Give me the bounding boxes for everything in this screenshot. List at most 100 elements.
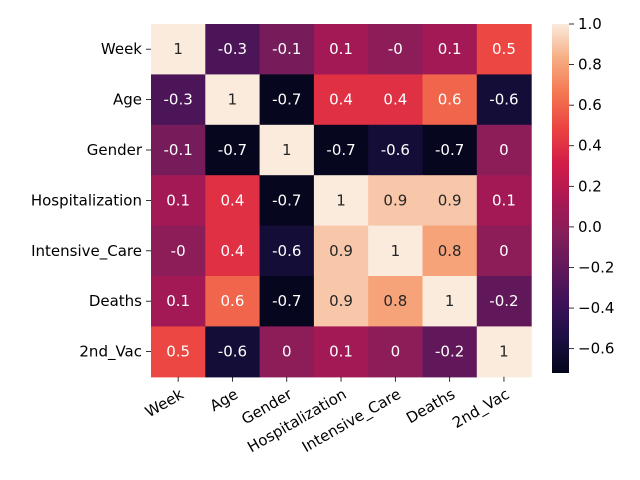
cell-value-label: -0.6 [272, 242, 301, 260]
heatmap-cell [476, 24, 532, 75]
heatmap-cell [422, 124, 478, 176]
heatmap-cell [368, 74, 424, 126]
cell-value-label: -0.7 [326, 141, 355, 159]
cell-value-label: 0.1 [438, 40, 462, 58]
cell-value-label: 0.5 [166, 343, 190, 361]
colorbar-tick-label: 0.8 [578, 56, 602, 74]
cell-value-label: -0.7 [272, 292, 301, 310]
y-tick-label: Hospitalization [31, 191, 142, 209]
cell-value-label: -0.1 [272, 40, 301, 58]
heatmap-cell [205, 225, 261, 277]
heatmap-cell [313, 124, 369, 176]
heatmap-cell [476, 225, 532, 277]
cell-value-label: -0.1 [164, 141, 193, 159]
cell-value-label: -0.7 [218, 141, 247, 159]
heatmap-cell [313, 74, 369, 126]
x-tick-label: Intensive_Care [299, 385, 405, 457]
colorbar-tick-label: −0.2 [578, 258, 614, 276]
cell-value-label: 0.1 [329, 40, 353, 58]
cell-value-label: 0.9 [329, 242, 353, 260]
heatmap-cell [151, 326, 206, 378]
cell-value-label: 1 [282, 141, 292, 159]
y-tick-label: Gender [87, 141, 143, 159]
cell-value-label: -0.2 [489, 292, 518, 310]
heatmap-cell [368, 175, 424, 227]
y-tick-label: Intensive_Care [31, 242, 142, 261]
cell-value-label: 0.9 [438, 191, 462, 209]
heatmap-cell [259, 74, 315, 126]
heatmap-cell [422, 326, 478, 378]
heatmap-cell [476, 74, 532, 126]
x-tick-labels: Week AgeGenderHospitalizationIntensive_Ca… [142, 376, 513, 457]
colorbar-tick-label: 0.2 [578, 177, 602, 195]
colorbar-tick-label: 0.4 [578, 137, 602, 155]
heatmap-cell [205, 74, 261, 126]
y-tick-label: Deaths [89, 292, 142, 310]
colorbar-tick-label: −0.6 [578, 340, 614, 358]
cell-value-label: 1 [336, 191, 346, 209]
cell-value-label: 0.6 [438, 91, 462, 109]
heatmap-cell [476, 124, 532, 176]
cell-value-label: -0 [388, 40, 403, 58]
cell-value-label: -0.2 [435, 343, 464, 361]
heatmap-cell [313, 175, 369, 227]
colorbar-tick-label: −0.4 [578, 299, 614, 317]
heatmap-cell [259, 24, 315, 75]
cell-value-label: -0 [171, 242, 186, 260]
cell-value-label: -0.6 [218, 343, 247, 361]
heatmap-cell [422, 276, 478, 327]
heatmap-cell [205, 326, 261, 378]
cell-value-label: 0.4 [221, 191, 245, 209]
cell-value-label: 0.6 [221, 292, 245, 310]
heatmap-cell [313, 225, 369, 277]
cell-value-label: 0.1 [492, 191, 516, 209]
x-tick-label: Age [207, 385, 241, 415]
heatmap-cell [151, 74, 206, 126]
cell-value-label: 0 [499, 242, 509, 260]
cell-value-label: -0.7 [272, 91, 301, 109]
cell-value-label: -0.6 [381, 141, 410, 159]
y-tick-label: Week [101, 40, 142, 58]
heatmap-cell [205, 24, 261, 75]
cell-value-label: -0.6 [489, 91, 518, 109]
heatmap-cell [422, 74, 478, 126]
cell-value-label: -0.7 [435, 141, 464, 159]
cell-value-label: 0.9 [329, 292, 353, 310]
cell-value-label: 1 [445, 292, 455, 310]
heatmap-cell [151, 276, 206, 327]
y-tick-label: Age [113, 91, 142, 109]
cell-value-label: 0.1 [166, 292, 190, 310]
x-tick-label: 2nd_Vac [449, 385, 513, 433]
cell-value-label: 0.9 [383, 191, 407, 209]
heatmap-cell [259, 326, 315, 378]
cell-value-label: 0.5 [492, 40, 516, 58]
heatmap-cell [151, 124, 206, 176]
heatmap-cell [476, 276, 532, 327]
heatmap-cell [151, 225, 206, 277]
heatmap-cell [368, 24, 424, 75]
heatmap-cell [368, 225, 424, 277]
colorbar: 1.0 0.8 0.6 0.4 0.2 0.0 −0.2 −0.4 −0.6 [552, 15, 614, 373]
heatmap-cell [422, 24, 478, 75]
heatmap-cell [205, 124, 261, 176]
cell-value-label: -0.3 [218, 40, 247, 58]
cell-value-label: 1 [499, 343, 509, 361]
colorbar-gradient [552, 24, 569, 373]
cell-value-label: 0 [391, 343, 401, 361]
heatmap-cell [476, 326, 532, 378]
heatmap-cell [151, 24, 206, 75]
heatmap-cell [259, 225, 315, 277]
heatmap-cell [259, 175, 315, 227]
colorbar-tick-label: 0.6 [578, 96, 602, 114]
heatmap-cell [422, 175, 478, 227]
x-tick-label: Week [142, 385, 187, 421]
heatmap-cell [313, 24, 369, 75]
heatmap-cell [422, 225, 478, 277]
cell-value-label: 0.1 [166, 191, 190, 209]
colorbar-tick-label: 1.0 [578, 15, 602, 33]
x-tick-label: Deaths [403, 385, 458, 427]
heatmap-cells: 1 -0.3 -0.1 0.1 -0 0.1 0.5 -0.3 1 -0.7 0.4 0.4 0.6 -0… [151, 24, 532, 378]
cell-value-label: 1 [391, 242, 401, 260]
heatmap-cell [151, 175, 206, 227]
